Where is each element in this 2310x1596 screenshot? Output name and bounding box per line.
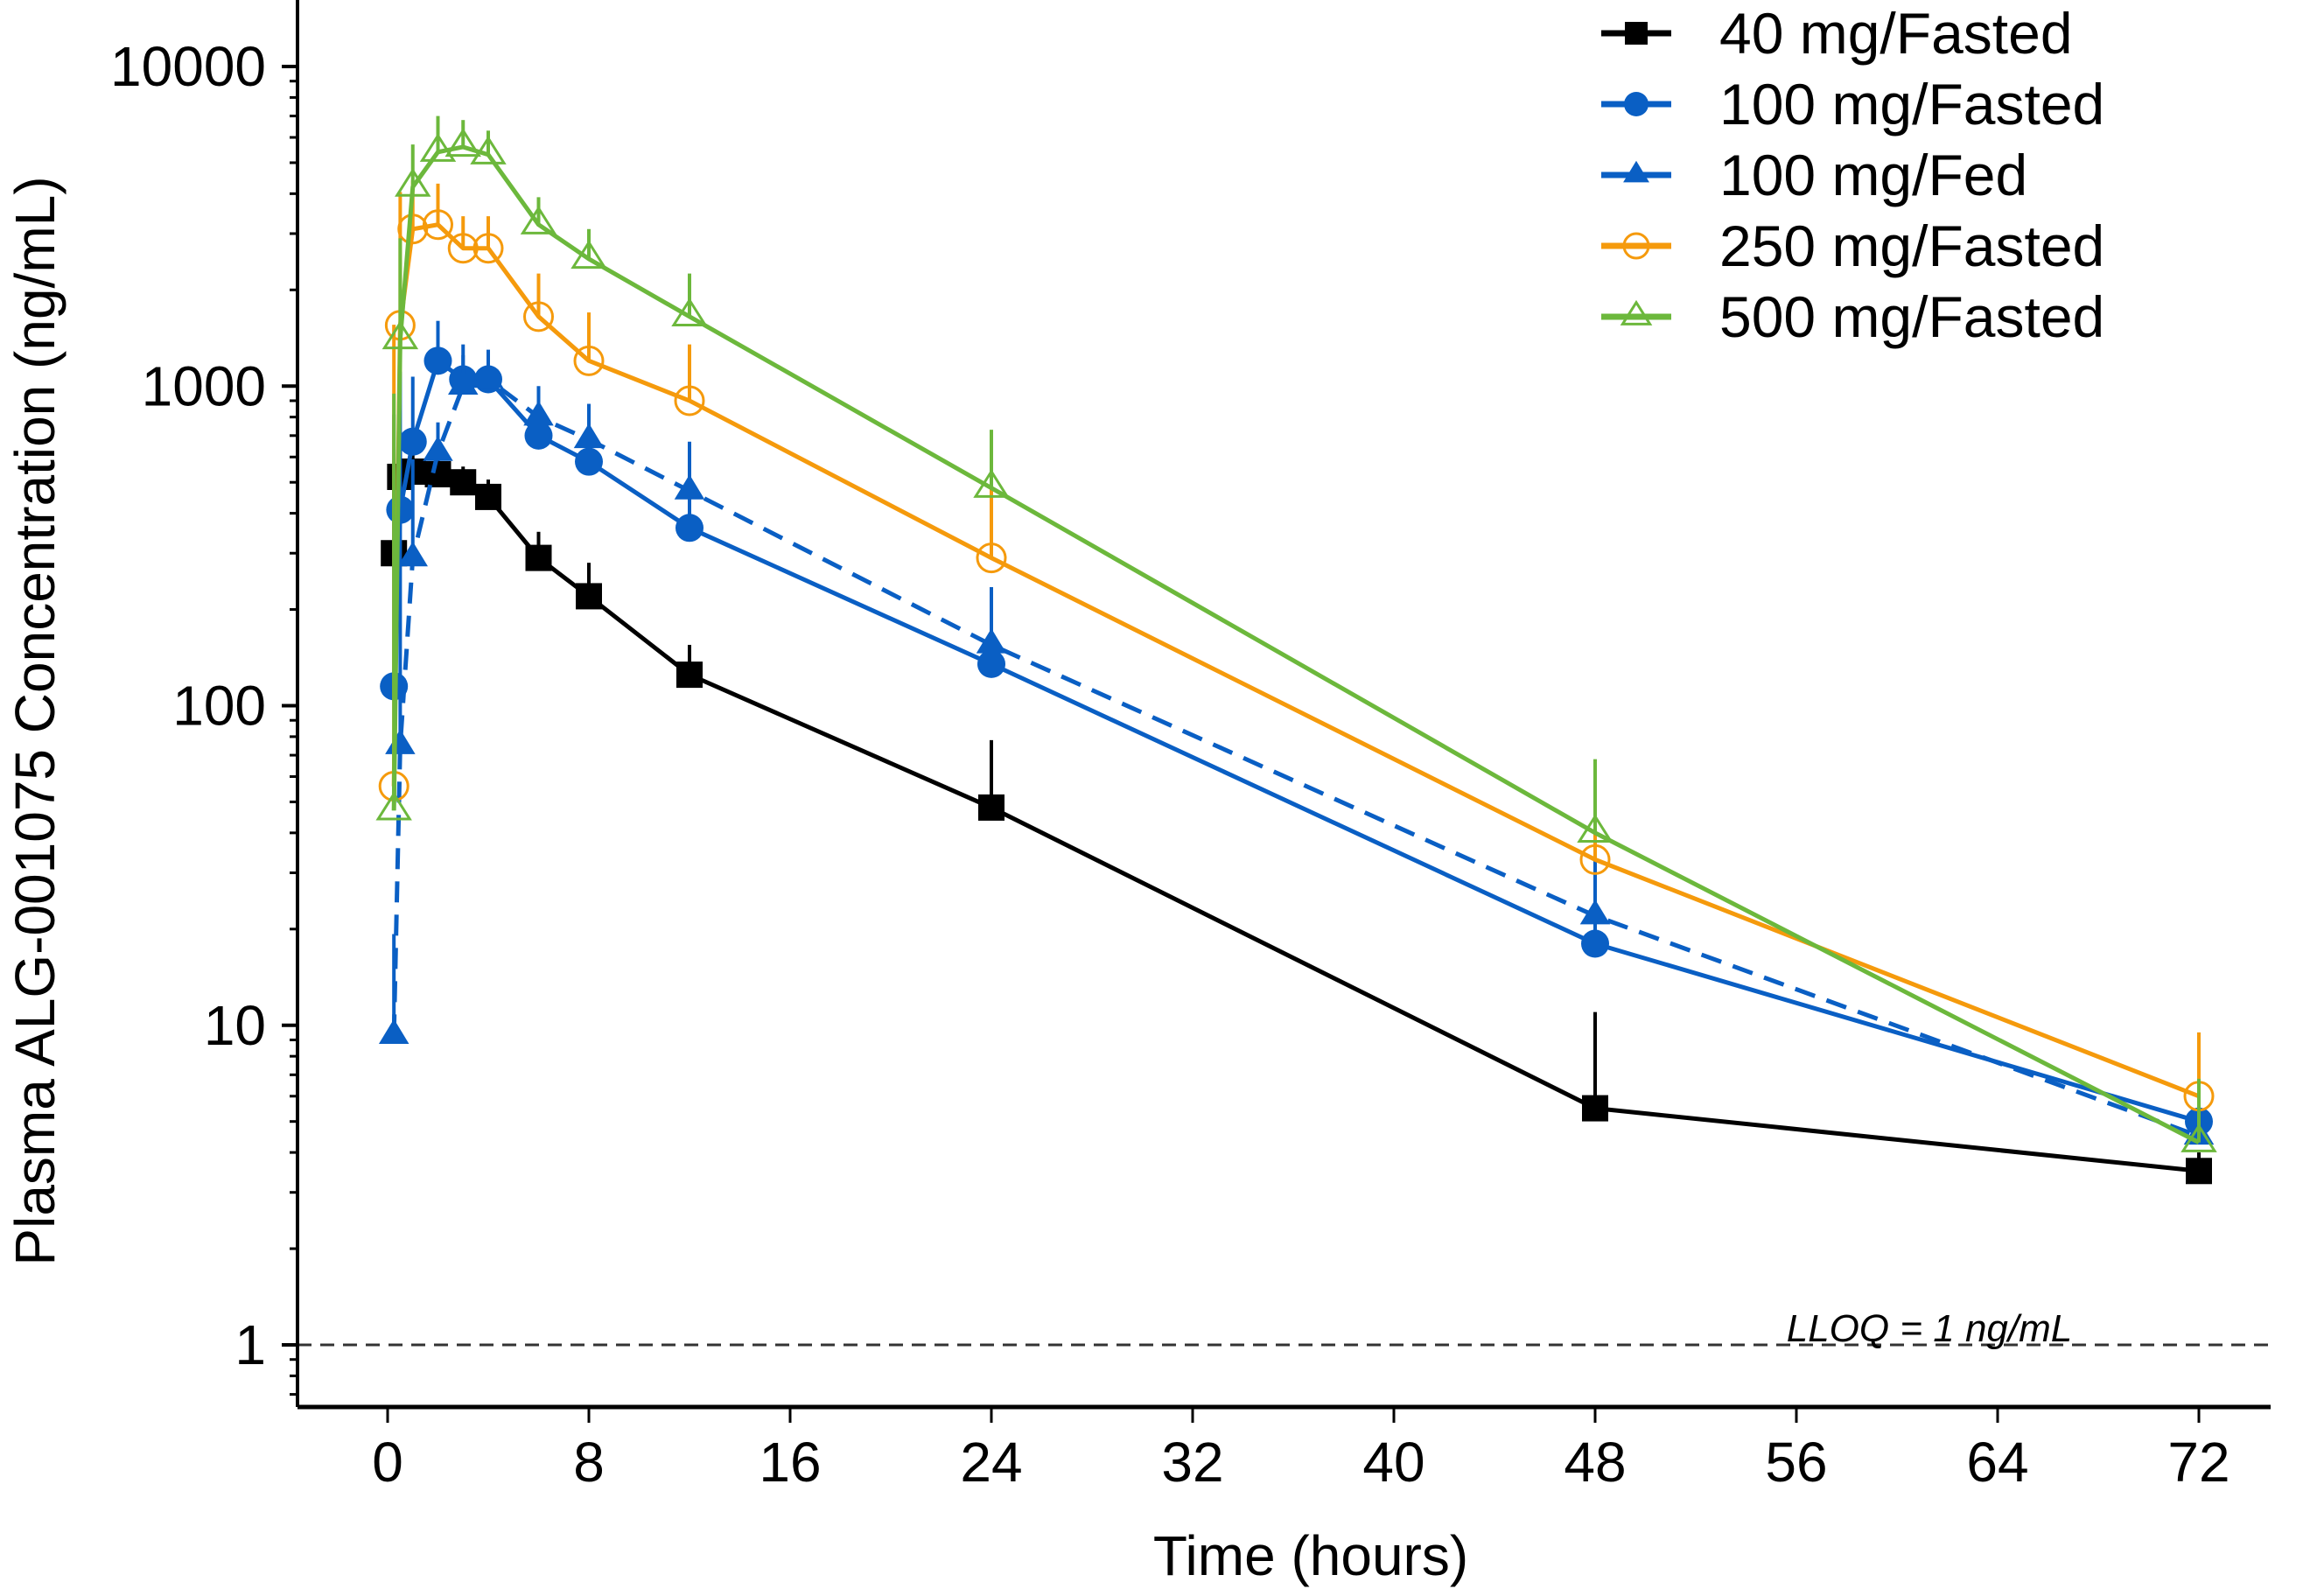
series-line xyxy=(391,377,2200,1138)
data-point xyxy=(976,628,1007,654)
x-tick-label: 64 xyxy=(1966,1431,2028,1494)
data-point xyxy=(447,233,479,264)
series-line xyxy=(391,358,2200,1124)
data-point xyxy=(2186,1158,2212,1185)
data-point xyxy=(1577,814,1614,844)
series-line xyxy=(391,144,2201,1144)
data-point xyxy=(573,345,605,376)
data-point xyxy=(375,791,412,821)
data-point xyxy=(978,794,1004,821)
x-tick-label: 32 xyxy=(1161,1431,1223,1494)
y-tick-label: 1 xyxy=(234,1313,266,1376)
legend-item: 40 mg/Fasted xyxy=(1601,1,2073,66)
data-point xyxy=(1581,929,1609,958)
data-point xyxy=(475,483,501,510)
data-point xyxy=(423,436,453,461)
lloq-label: LLOQ = 1 ng/mL xyxy=(1787,1307,2073,1350)
x-tick-label: 24 xyxy=(960,1431,1022,1494)
data-point xyxy=(976,542,1007,574)
data-point xyxy=(450,469,477,496)
x-axis-label: Time (hours) xyxy=(1153,1524,1468,1587)
y-tick-label: 100 xyxy=(172,675,266,738)
x-tick-label: 8 xyxy=(573,1431,605,1494)
data-point xyxy=(674,385,705,416)
x-tick-label: 40 xyxy=(1362,1431,1424,1494)
data-point xyxy=(523,301,554,332)
y-tick-label: 1000 xyxy=(142,354,266,417)
data-point xyxy=(397,541,428,567)
data-point xyxy=(472,233,504,264)
data-point xyxy=(1579,899,1611,925)
data-point xyxy=(424,346,452,375)
data-point xyxy=(472,362,504,388)
series-layer xyxy=(375,116,2217,1185)
legend-item: 100 mg/Fed xyxy=(1601,143,2027,207)
y-tick-label: 10000 xyxy=(110,35,266,98)
y-axis-label: Plasma ALG-001075 Concentration (ng/mL) xyxy=(4,176,66,1265)
data-point xyxy=(395,167,431,197)
data-point xyxy=(378,1018,410,1044)
data-point xyxy=(382,320,419,350)
data-point xyxy=(977,649,1005,678)
data-point xyxy=(424,460,452,487)
x-tick-label: 48 xyxy=(1564,1431,1626,1494)
data-point xyxy=(575,447,603,476)
data-point xyxy=(570,240,607,270)
series-line xyxy=(391,469,2200,1173)
data-point xyxy=(1579,844,1611,875)
data-point xyxy=(671,298,708,327)
x-ticks: 0 8 16 24 32 40 48 56 64 72 xyxy=(372,1407,2230,1494)
data-point xyxy=(573,423,605,449)
legend-label: 100 mg/Fed xyxy=(1719,143,2027,207)
reference-line-layer: LLOQ = 1 ng/mL xyxy=(298,1307,2271,1350)
legend-label: 250 mg/Fasted xyxy=(1719,214,2104,278)
data-point xyxy=(470,136,507,164)
data-point xyxy=(676,662,703,689)
legend-marker-icon xyxy=(1620,299,1653,326)
data-point xyxy=(973,469,1010,498)
series-100-mg-fed xyxy=(378,344,2215,1145)
x-tick-label: 56 xyxy=(1765,1431,1827,1494)
data-point xyxy=(423,209,453,241)
legend-label: 40 mg/Fasted xyxy=(1719,1,2073,66)
y-tick-label: 10 xyxy=(204,994,266,1057)
data-point xyxy=(2180,1124,2217,1152)
x-tick-label: 0 xyxy=(372,1431,403,1494)
legend-label: 100 mg/Fasted xyxy=(1719,72,2104,136)
data-point xyxy=(523,400,554,426)
data-point xyxy=(444,128,481,158)
x-tick-label: 16 xyxy=(759,1431,821,1494)
series-40-mg-fasted xyxy=(381,445,2212,1185)
data-point xyxy=(525,544,552,571)
legend-marker-icon xyxy=(1623,160,1649,183)
data-point xyxy=(520,206,557,234)
data-point xyxy=(524,421,553,450)
data-point xyxy=(398,427,427,456)
legend-marker-icon xyxy=(1625,22,1648,45)
y-ticks: 1 10 100 1000 10000 xyxy=(110,35,298,1396)
data-point xyxy=(385,729,416,754)
x-tick-label: 72 xyxy=(2167,1431,2230,1494)
data-point xyxy=(674,474,705,500)
series-500-mg-fasted xyxy=(375,116,2217,1152)
legend-marker-icon xyxy=(1624,92,1648,116)
legend-marker-icon xyxy=(1622,232,1650,260)
legend-item: 250 mg/Fasted xyxy=(1601,214,2104,278)
series-100-mg-fasted xyxy=(380,320,2213,1136)
legend-item: 500 mg/Fasted xyxy=(1601,284,2104,349)
axes-layer: 1 10 100 1000 10000 0 8 16 24 32 40 48 56 64 72 Time … xyxy=(4,0,2271,1587)
data-point xyxy=(397,214,429,245)
data-point xyxy=(419,133,457,162)
data-point xyxy=(448,369,479,395)
data-point xyxy=(576,583,602,610)
legend-item: 100 mg/Fasted xyxy=(1601,72,2104,136)
data-point xyxy=(676,514,704,542)
legend-label: 500 mg/Fasted xyxy=(1719,284,2104,349)
data-point xyxy=(1582,1095,1608,1122)
series-line xyxy=(391,222,2200,1099)
